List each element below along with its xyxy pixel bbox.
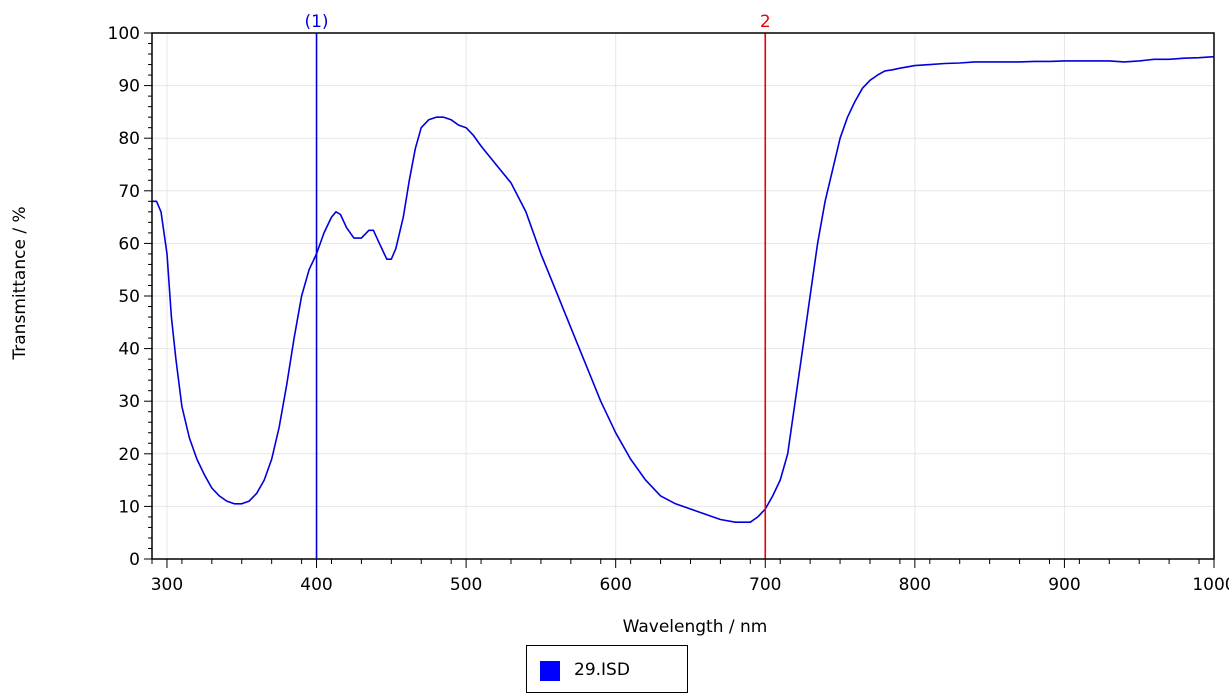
plot-frame [151, 32, 1215, 560]
y-tick-label: 30 [118, 392, 140, 412]
x-tick-label: 600 [599, 575, 631, 595]
y-tick-label: 10 [118, 497, 140, 517]
x-axis-title: Wavelength / nm [623, 617, 768, 637]
y-tick-label: 90 [118, 77, 140, 97]
y-tick-label: 40 [118, 340, 140, 360]
series-lines [152, 55, 1215, 524]
x-tick-label: 1000 [1192, 575, 1229, 595]
x-tick-label: 500 [450, 575, 482, 595]
legend: 29.ISD [526, 645, 688, 693]
y-axis-title: Transmittance / % [10, 206, 30, 360]
x-tick-label: 700 [749, 575, 781, 595]
y-tick-label: 100 [108, 24, 140, 44]
x-tick-label: 400 [300, 575, 332, 595]
y-tick-label: 50 [118, 287, 140, 307]
marker-label: 2 [760, 12, 771, 32]
y-tick-label: 0 [129, 550, 140, 570]
y-tick-label: 20 [118, 445, 140, 465]
x-tick-label: 900 [1048, 575, 1080, 595]
grid-lines [152, 33, 1214, 559]
y-tick-label: 60 [118, 234, 140, 254]
series-line [152, 55, 1215, 524]
y-axis-ticks: 0 10 20 30 40 50 60 70 80 90 100 [108, 24, 152, 570]
y-tick-label: 70 [118, 182, 140, 202]
x-axis-ticks: 300 400 500 600 700 800 900 1000 [151, 559, 1229, 595]
y-tick-label: 80 [118, 129, 140, 149]
marker-label: (1) [304, 12, 328, 32]
legend-swatch [540, 661, 560, 681]
legend-label: 29.ISD [574, 660, 630, 680]
marker-lines: (1) 2 [304, 12, 771, 559]
x-tick-label: 300 [151, 575, 183, 595]
x-tick-label: 800 [899, 575, 931, 595]
